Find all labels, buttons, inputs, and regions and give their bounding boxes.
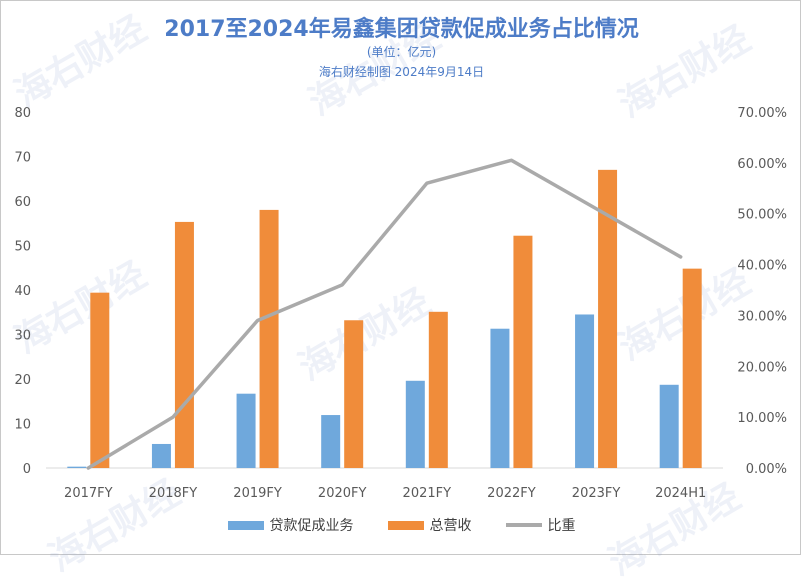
legend-swatch-loan [227, 520, 264, 530]
x-tick-label: 2018FY [149, 486, 198, 501]
legend-label-revenue: 总营收 [429, 518, 472, 534]
bar-revenue [174, 221, 194, 468]
legend-label-loan: 贷款促成业务 [269, 518, 354, 534]
chart-title: 2017至2024年易鑫集团贷款促成业务占比情况 [164, 17, 639, 42]
x-tick-label: 2023FY [572, 486, 621, 501]
legend-item-loan: 贷款促成业务 [227, 515, 354, 535]
y-left-tick-label: 10 [14, 418, 31, 433]
bar-loan [236, 393, 256, 468]
y-left-tick-label: 0 [23, 462, 31, 477]
y-right-tick-label: 40.00% [737, 259, 787, 274]
bar-revenue [344, 320, 364, 468]
x-tick-label: 2021FY [403, 486, 452, 501]
bar-revenue [90, 292, 110, 468]
y-left-tick-label: 30 [14, 329, 31, 344]
bar-loan [490, 328, 510, 468]
bar-loan [575, 314, 595, 468]
y-left-tick-label: 40 [14, 284, 31, 299]
y-right-tick-label: 50.00% [737, 208, 787, 223]
legend-swatch-ratio [505, 523, 542, 527]
x-tick-label: 2017FY [64, 486, 113, 501]
bar-loan [151, 443, 171, 468]
x-tick-label: 2019FY [233, 486, 282, 501]
chart-subtitle: (单位：亿元) [366, 45, 437, 59]
y-left-tick-label: 50 [14, 240, 31, 255]
x-tick-label: 2022FY [487, 486, 536, 501]
y-right-tick-label: 0.00% [746, 462, 787, 477]
y-left-tick-label: 80 [14, 106, 31, 121]
legend-item-ratio: 比重 [505, 515, 576, 535]
bar-revenue [428, 311, 448, 468]
y-left-tick-label: 70 [14, 151, 31, 166]
bar-loan [405, 380, 425, 468]
y-right-tick-label: 70.00% [737, 106, 787, 121]
y-right-tick-label: 30.00% [737, 309, 787, 324]
bar-loan [67, 466, 87, 468]
bar-revenue [259, 209, 279, 468]
legend: 贷款促成业务 总营收 比重 [1, 515, 801, 535]
legend-label-ratio: 比重 [547, 518, 576, 534]
bar-loan [659, 384, 679, 468]
y-right-tick-label: 20.00% [737, 360, 787, 375]
legend-item-revenue: 总营收 [387, 515, 472, 535]
y-left-tick-label: 20 [14, 373, 31, 388]
bar-revenue [682, 268, 702, 468]
x-tick-label: 2024H1 [655, 486, 706, 501]
bar-revenue [598, 169, 618, 468]
x-tick-label: 2020FY [318, 486, 367, 501]
chart-plot: 0 10 20 30 40 50 60 70 80 0.00% 10.00% 20.00% 30.00%… [14, 106, 787, 501]
chart-source: 海右财经制图 2024年9月14日 [318, 65, 485, 79]
y-left-tick-label: 60 [14, 195, 31, 210]
line-ratio [86, 158, 683, 470]
y-right-tick-label: 10.00% [737, 411, 787, 426]
bar-revenue [513, 235, 533, 468]
y-right-tick-label: 60.00% [737, 157, 787, 172]
legend-swatch-revenue [387, 520, 424, 530]
bar-loan [321, 415, 341, 468]
